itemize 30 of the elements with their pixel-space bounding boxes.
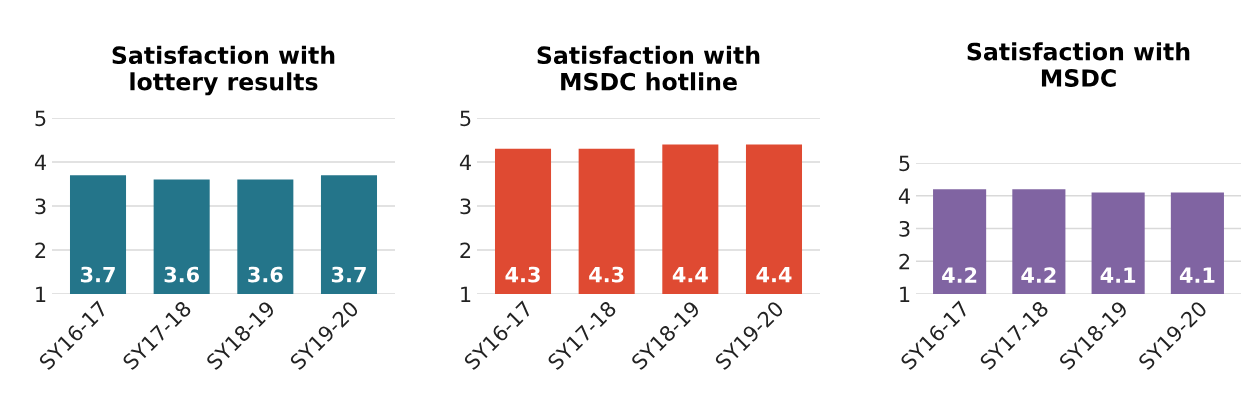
data-label: 3.6 xyxy=(164,266,199,283)
y-tick-label: 2 xyxy=(899,253,910,270)
y-tick-label: 2 xyxy=(35,242,46,258)
y-tick-label: 1 xyxy=(36,286,46,302)
data-label: 3.6 xyxy=(248,266,283,283)
y-tick-label: 4 xyxy=(34,154,46,170)
y-tick-label: 2 xyxy=(460,242,471,258)
data-label: 4.3 xyxy=(589,266,624,283)
data-label: 3.7 xyxy=(80,266,115,283)
data-label: 3.7 xyxy=(331,266,366,283)
chart-title: Satisfaction with MSDC xyxy=(967,42,1190,87)
data-label: 4.2 xyxy=(942,267,977,283)
y-tick-label: 1 xyxy=(461,286,471,302)
chart-title: Satisfaction with MSDC hotline xyxy=(537,45,760,91)
y-tick-label: 4 xyxy=(898,188,910,204)
y-tick-label: 3 xyxy=(899,220,910,237)
y-tick-label: 5 xyxy=(35,110,46,127)
y-tick-label: 5 xyxy=(460,110,471,127)
y-tick-label: 1 xyxy=(900,286,910,302)
y-tick-label: 4 xyxy=(459,154,471,170)
data-label: 4.4 xyxy=(756,266,792,283)
y-tick-label: 3 xyxy=(460,198,471,215)
data-label: 4.1 xyxy=(1179,267,1215,283)
y-tick-label: 3 xyxy=(35,198,46,215)
data-label: 4.3 xyxy=(505,266,540,283)
chart-title: Satisfaction with lottery results xyxy=(112,45,335,96)
data-label: 4.1 xyxy=(1100,267,1136,283)
data-label: 4.4 xyxy=(672,266,708,283)
y-tick-label: 5 xyxy=(899,155,910,172)
data-label: 4.2 xyxy=(1021,267,1056,283)
